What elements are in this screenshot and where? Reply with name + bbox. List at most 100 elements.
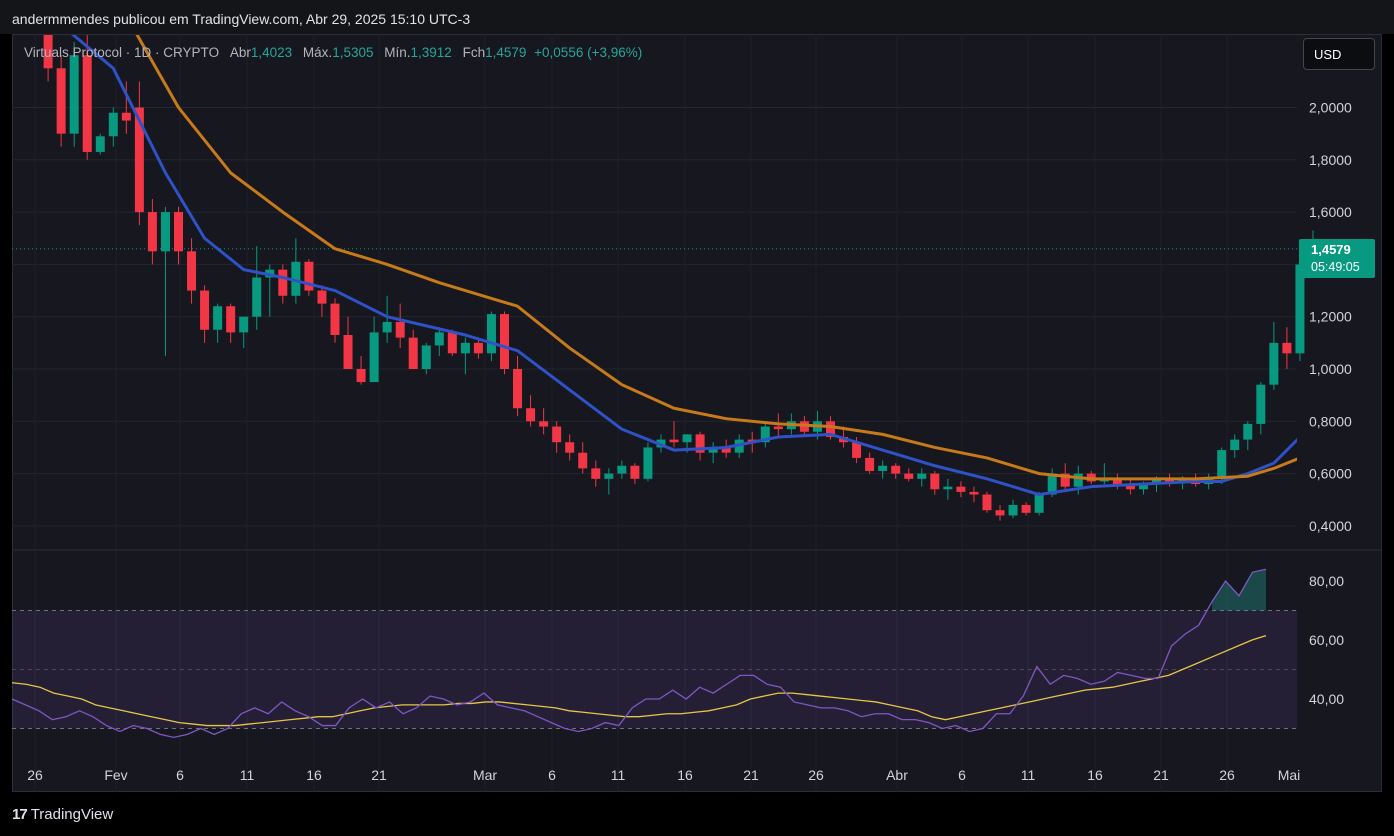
candle-body — [1243, 423, 1253, 440]
candle-body — [395, 321, 405, 338]
close-label: Fch — [462, 45, 486, 60]
candle-body — [121, 112, 131, 121]
price-tick-label: 1,6000 — [1309, 204, 1352, 220]
price-tick-label: 0,6000 — [1309, 466, 1352, 482]
time-tick-label: 6 — [548, 767, 556, 783]
candle-body — [708, 447, 718, 453]
candle-body — [617, 465, 627, 474]
rsi-line — [12, 568, 1267, 739]
rsi-band-fill — [12, 610, 1297, 729]
candle-body — [721, 447, 731, 453]
candle-body — [995, 510, 1005, 516]
candle-body — [421, 345, 431, 369]
time-tick-label: 11 — [1021, 767, 1036, 783]
candle-body — [317, 290, 327, 304]
candle-body — [226, 306, 236, 333]
rsi-overbought-fill — [1212, 569, 1266, 611]
price-tick-label: 2,0000 — [1309, 100, 1352, 116]
last-price: 1,4579 — [1311, 242, 1351, 257]
tradingview-logo[interactable]: 17 TradingView — [12, 806, 113, 823]
candle-body — [187, 251, 197, 291]
header-bar: andermmendes publicou em TradingView.com… — [0, 0, 1394, 34]
candle-body — [852, 442, 862, 458]
time-tick-label: 6 — [176, 767, 184, 783]
candle-body — [213, 306, 223, 330]
candle-body — [1282, 342, 1292, 354]
ema-slow-line — [135, 35, 1297, 481]
candle-body — [356, 369, 366, 383]
candle-body — [552, 426, 562, 443]
candle-body — [1256, 384, 1266, 424]
candle-body — [930, 473, 940, 490]
low-label: Mín. — [384, 45, 411, 60]
candle-body — [591, 468, 601, 479]
candle-body — [1125, 484, 1135, 490]
candle-body — [291, 261, 301, 296]
time-tick-label: 11 — [611, 767, 626, 783]
ema-lines — [70, 35, 1297, 497]
time-tick-label: 21 — [371, 767, 387, 783]
candle-body — [865, 457, 875, 471]
high-label: Máx. — [302, 45, 333, 60]
tradingview-logo-icon: 17 — [12, 806, 28, 823]
open-value: 1,4023 — [250, 45, 293, 60]
rsi-band — [12, 610, 1297, 729]
time-tick-label: 26 — [1219, 767, 1235, 783]
currency-button[interactable]: USD — [1303, 38, 1375, 70]
candle-body — [526, 408, 536, 422]
low-value: 1,3912 — [410, 45, 452, 60]
candle-body — [760, 426, 770, 443]
close-value: 1,4579 — [485, 45, 527, 60]
candle-body — [917, 473, 927, 479]
brand-name: TradingView — [30, 806, 114, 823]
candle-body — [513, 369, 523, 409]
candle-body — [943, 486, 953, 490]
candle-body — [369, 332, 379, 383]
price-axis: 2,00001,80001,60001,40001,20001,00000,80… — [1309, 100, 1352, 708]
candle-body — [604, 473, 614, 479]
candle-body — [434, 332, 444, 346]
candle-body — [1060, 473, 1070, 487]
ema-fast-line — [70, 35, 1297, 497]
candle-body — [695, 434, 705, 453]
symbol-name: Virtuals Protocol · 1D · CRYPTO — [24, 45, 220, 60]
price-tick-label: 0,4000 — [1309, 518, 1352, 534]
candle-body — [43, 35, 53, 69]
candle-body — [1047, 473, 1057, 495]
candle-body — [1217, 450, 1227, 479]
candle-body — [878, 465, 888, 471]
bar-countdown: 05:49:05 — [1311, 260, 1360, 274]
candle-body — [108, 112, 118, 137]
publisher-info: andermmendes publicou em TradingView.com… — [12, 11, 471, 27]
candle-body — [1021, 504, 1031, 513]
candle-body — [969, 491, 979, 495]
time-tick-label: Abr — [886, 767, 908, 783]
time-tick-label: Mar — [473, 767, 497, 783]
price-tick-label: 1,2000 — [1309, 309, 1352, 325]
high-value: 1,5305 — [332, 45, 374, 60]
candle-body — [1034, 494, 1044, 513]
candle-body — [160, 212, 170, 252]
candle-body — [826, 421, 835, 437]
time-tick-label: 16 — [1087, 767, 1103, 783]
rsi-ma-line — [12, 634, 1267, 727]
candle-body — [447, 332, 457, 354]
candle-body — [278, 269, 288, 296]
candle-body — [147, 212, 157, 252]
candle-body — [643, 447, 653, 479]
candle-body — [95, 136, 105, 152]
candle-body — [200, 290, 210, 330]
price-tick-label: 1,0000 — [1309, 361, 1352, 377]
price-chart[interactable]: 2,00001,80001,60001,40001,20001,00000,80… — [12, 34, 1382, 792]
candle-body — [682, 434, 692, 443]
candle-body — [473, 342, 483, 354]
candle-body — [904, 473, 914, 479]
rsi-tick-label: 60,00 — [1309, 632, 1344, 648]
candle-body — [1152, 478, 1161, 485]
candle-body — [408, 337, 418, 369]
time-tick-label: 16 — [677, 767, 693, 783]
candle-body — [382, 321, 392, 333]
candle-body — [252, 277, 262, 317]
time-tick-label: 21 — [743, 767, 759, 783]
candle-body — [304, 261, 314, 291]
